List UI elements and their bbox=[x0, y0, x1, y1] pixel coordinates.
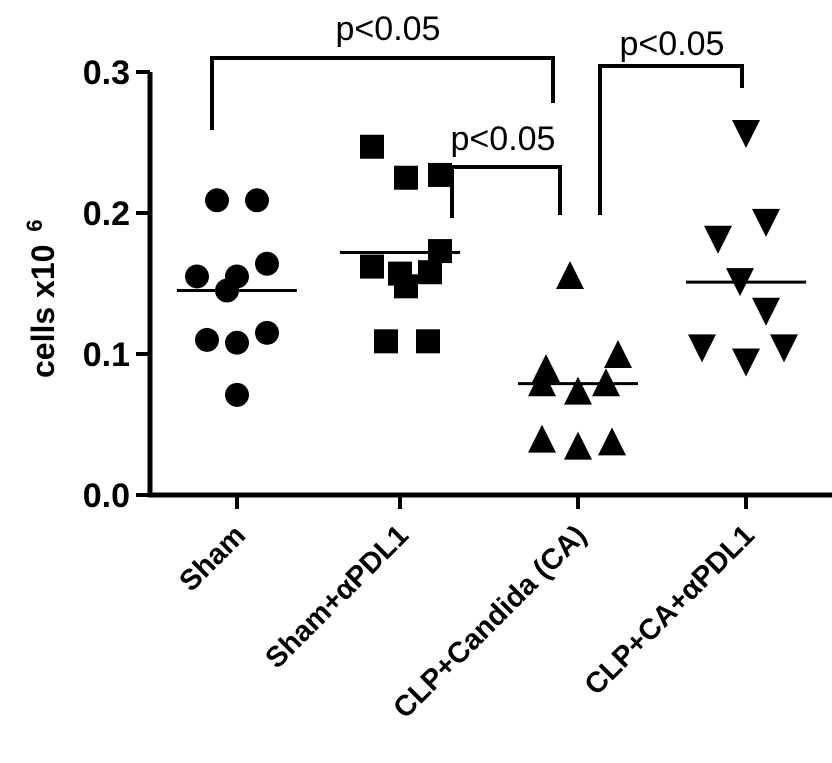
data-point bbox=[556, 261, 584, 290]
y-axis-label-text: cells x10 6 bbox=[22, 219, 61, 378]
y-tick-label: 0.1 bbox=[83, 336, 130, 374]
axes bbox=[147, 72, 832, 498]
data-points bbox=[185, 120, 798, 460]
data-point bbox=[528, 424, 556, 453]
data-point bbox=[394, 165, 418, 190]
data-point bbox=[255, 251, 279, 276]
data-point bbox=[374, 329, 398, 354]
data-point bbox=[225, 382, 249, 407]
data-point bbox=[360, 134, 384, 159]
data-point bbox=[428, 239, 452, 264]
data-point bbox=[205, 188, 229, 213]
y-tick-label: 0.2 bbox=[83, 195, 130, 233]
data-point bbox=[195, 327, 219, 352]
data-point bbox=[726, 268, 754, 297]
data-point bbox=[752, 297, 780, 326]
data-point bbox=[688, 334, 716, 363]
data-point bbox=[770, 334, 798, 363]
data-point bbox=[732, 348, 760, 377]
data-point bbox=[528, 368, 556, 397]
y-ticks: 0.0 0.1 0.2 0.3 bbox=[83, 54, 150, 515]
significance-bracket bbox=[210, 56, 555, 130]
significance-brackets: p<0.05 p<0.05 p<0.05 bbox=[210, 10, 744, 218]
data-point bbox=[225, 264, 249, 289]
data-point bbox=[604, 340, 632, 368]
significance-bracket bbox=[450, 165, 562, 218]
x-category-label: CLP+Candida (CA) bbox=[387, 519, 592, 724]
y-tick-label: 0.0 bbox=[83, 477, 130, 515]
data-point bbox=[564, 431, 592, 460]
data-point bbox=[360, 254, 384, 279]
y-tick-label: 0.3 bbox=[83, 54, 130, 92]
data-point bbox=[394, 274, 418, 299]
data-point bbox=[752, 208, 780, 237]
data-point bbox=[704, 225, 732, 254]
data-point bbox=[592, 368, 620, 397]
data-point bbox=[564, 376, 592, 405]
data-point bbox=[255, 320, 279, 345]
data-point bbox=[225, 330, 249, 355]
p-value-label: p<0.05 bbox=[620, 25, 725, 63]
x-category-label: Sham bbox=[173, 519, 251, 597]
data-point bbox=[732, 120, 760, 149]
data-point bbox=[416, 329, 440, 354]
data-point bbox=[185, 264, 209, 289]
data-point bbox=[598, 427, 626, 456]
x-category-label: Sham+αPDL1 bbox=[259, 519, 414, 674]
p-value-label: p<0.05 bbox=[451, 120, 556, 158]
data-point bbox=[428, 162, 452, 187]
p-value-label: p<0.05 bbox=[336, 10, 441, 48]
y-axis-label: cells x10 6 bbox=[22, 219, 61, 378]
x-category-label: CLP+CA+αPDL1 bbox=[579, 519, 761, 701]
data-point bbox=[418, 260, 442, 285]
data-point bbox=[245, 188, 269, 213]
significance-bracket bbox=[598, 64, 744, 215]
